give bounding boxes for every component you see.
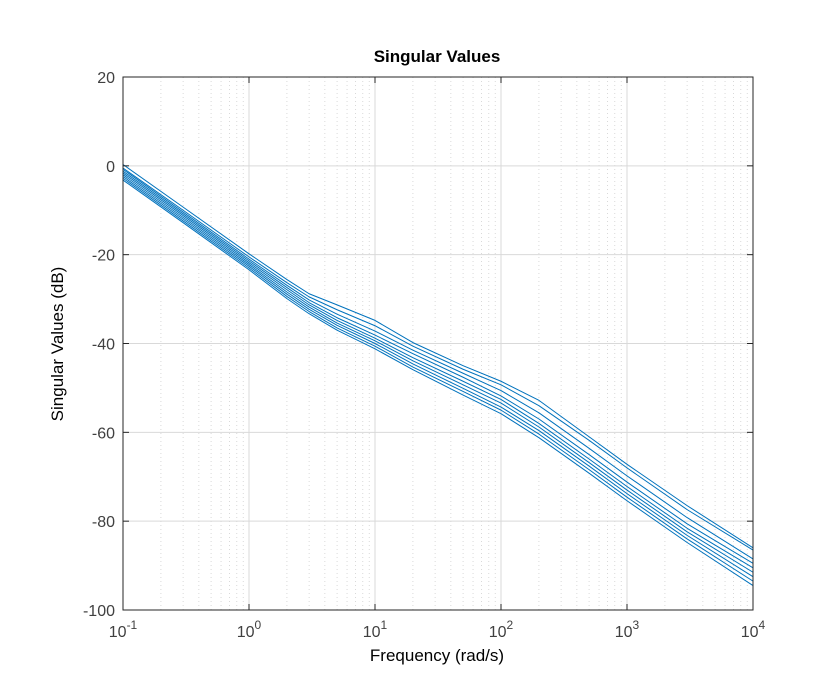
x-tick-label: 10-1 [109,618,138,641]
x-tick-label: 101 [363,618,388,641]
singular-value-line-7 [122,176,754,578]
singular-value-line-5 [122,172,754,569]
x-tick-label: 100 [237,618,262,641]
singular-value-line-4 [122,170,754,564]
x-tick-label: 103 [615,618,640,641]
singular-value-line-6 [122,174,754,573]
singular-value-line-3 [122,168,754,560]
x-tick-label: 102 [489,618,514,641]
singular-value-line-2 [122,167,754,551]
singular-value-line-9 [122,179,754,586]
chart-title: Singular Values [374,47,501,66]
y-tick-label: -60 [92,425,115,442]
singular-value-line-1 [122,164,754,549]
plot-area: 10-1 100 101 102 103 104 20 0 -20 -40 -60 -80 -100 [83,70,766,641]
x-tick-label: 104 [741,618,766,641]
y-tick-label: -100 [83,603,115,620]
y-tick-label: -40 [92,337,115,354]
singular-value-line-8 [122,177,754,582]
x-axis-label: Frequency (rad/s) [370,646,504,665]
y-tick-label: -80 [92,514,115,531]
y-axis-label: Singular Values (dB) [48,267,67,422]
y-tick-label: -20 [92,248,115,265]
y-tick-label: 0 [106,159,115,176]
y-tick-label: 20 [97,70,115,87]
